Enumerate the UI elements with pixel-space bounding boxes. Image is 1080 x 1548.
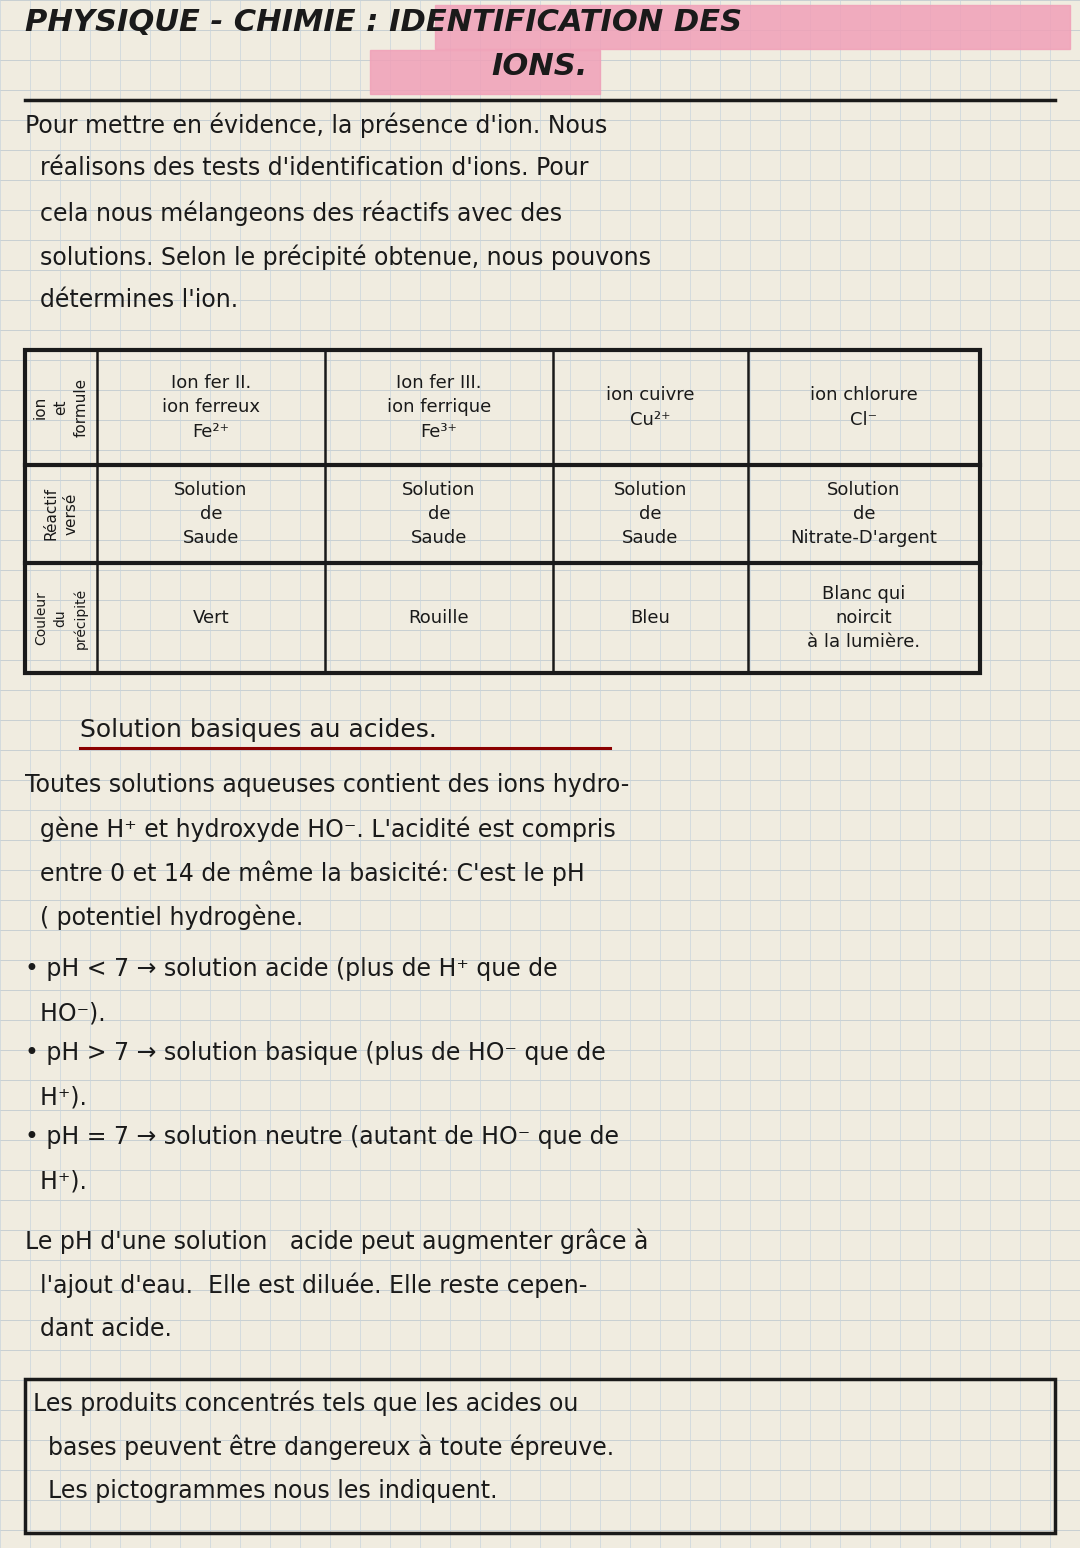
Text: Rouille: Rouille [408,608,470,627]
Text: Ion fer III.
ion ferrique
Fe³⁺: Ion fer III. ion ferrique Fe³⁺ [387,375,491,441]
Text: cela nous mélangeons des réactifs avec des: cela nous mélangeons des réactifs avec d… [25,200,562,226]
Text: solutions. Selon le précipité obtenue, nous pouvons: solutions. Selon le précipité obtenue, n… [25,245,651,269]
Text: Les pictogrammes nous les indiquent.: Les pictogrammes nous les indiquent. [33,1478,498,1503]
Bar [25,350,980,673]
Text: gène H⁺ et hydroxyde HO⁻. L'acidité est compris: gène H⁺ et hydroxyde HO⁻. L'acidité est … [25,817,616,842]
Text: entre 0 et 14 de même la basicité: C'est le pH: entre 0 et 14 de même la basicité: C'est… [25,861,584,887]
Text: dant acide.: dant acide. [25,1317,172,1341]
Text: H⁺).: H⁺). [25,1085,86,1108]
Text: ion cuivre
Cu²⁺: ion cuivre Cu²⁺ [606,387,694,429]
Text: Les produits concentrés tels que les acides ou: Les produits concentrés tels que les aci… [33,1392,579,1416]
Text: Solution basiques au acides.: Solution basiques au acides. [80,718,437,741]
Text: réalisons des tests d'identification d'ions. Pour: réalisons des tests d'identification d'i… [25,156,589,180]
Bar [25,1379,1055,1533]
Text: Solution
de
Nitrate-D'argent: Solution de Nitrate-D'argent [791,481,937,548]
Text: l'ajout d'eau.  Elle est diluée. Elle reste cepen-: l'ajout d'eau. Elle est diluée. Elle res… [25,1272,588,1299]
Text: bases peuvent être dangereux à toute épreuve.: bases peuvent être dangereux à toute épr… [33,1435,615,1460]
Text: H⁺).: H⁺). [25,1169,86,1194]
Text: Réactif
versé: Réactif versé [43,488,79,540]
Text: • pH = 7 → solution neutre (autant de HO⁻ que de: • pH = 7 → solution neutre (autant de HO… [25,1125,619,1149]
Text: ion
et
formule: ion et formule [33,378,89,437]
Text: Couleur
du
précipité: Couleur du précipité [35,587,87,649]
Text: IONS.: IONS. [491,53,589,80]
Text: Solution
de
Saude: Solution de Saude [613,481,687,548]
Text: détermines l'ion.: détermines l'ion. [25,288,238,313]
Bar [370,50,600,94]
Text: • pH < 7 → solution acide (plus de H⁺ que de: • pH < 7 → solution acide (plus de H⁺ qu… [25,957,557,981]
Text: PHYSIQUE - CHIMIE : IDENTIFICATION DES: PHYSIQUE - CHIMIE : IDENTIFICATION DES [25,8,742,37]
Bar [435,5,1070,50]
Text: Blanc qui
noircit
à la lumière.: Blanc qui noircit à la lumière. [808,585,920,652]
Text: Le pH d'une solution   acide peut augmenter grâce à: Le pH d'une solution acide peut augmente… [25,1229,648,1254]
Text: ( potentiel hydrogène.: ( potentiel hydrogène. [25,906,303,930]
Text: Pour mettre en évidence, la présence d'ion. Nous: Pour mettre en évidence, la présence d'i… [25,111,607,138]
Text: Solution
de
Saude: Solution de Saude [174,481,247,548]
Text: Toutes solutions aqueuses contient des ions hydro-: Toutes solutions aqueuses contient des i… [25,772,630,797]
Text: HO⁻).: HO⁻). [25,1002,106,1025]
Text: Vert: Vert [192,608,229,627]
Text: • pH > 7 → solution basique (plus de HO⁻ que de: • pH > 7 → solution basique (plus de HO⁻… [25,1040,606,1065]
Text: ion chlorure
Cl⁻: ion chlorure Cl⁻ [810,387,918,429]
Text: Solution
de
Saude: Solution de Saude [403,481,475,548]
Text: Ion fer II.
ion ferreux
Fe²⁺: Ion fer II. ion ferreux Fe²⁺ [162,375,260,441]
Text: Bleu: Bleu [631,608,671,627]
